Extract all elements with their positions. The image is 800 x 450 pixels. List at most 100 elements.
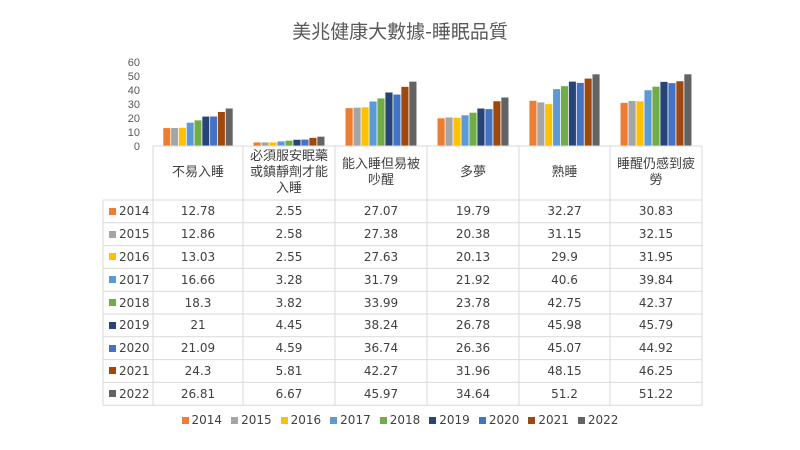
bar-2017 bbox=[461, 115, 469, 146]
row-label: 2015 bbox=[103, 223, 153, 246]
y-tick-label: 30 bbox=[128, 99, 140, 111]
row-label-text: 2014 bbox=[119, 204, 150, 219]
chart-title: 美兆健康大數據-睡眠品質 bbox=[292, 21, 508, 43]
bar-2014 bbox=[163, 128, 171, 146]
y-tick-label: 0 bbox=[134, 141, 140, 153]
category-header-line: 不易入睡 bbox=[171, 165, 224, 180]
legend-swatch bbox=[231, 416, 239, 424]
table-value: 51.2 bbox=[551, 386, 578, 401]
legend-item: 2022 bbox=[577, 413, 619, 427]
category-header: 不易入睡 bbox=[153, 146, 243, 200]
bar-2016 bbox=[453, 117, 461, 146]
table-value: 18.3 bbox=[184, 295, 212, 310]
legend-label: 2019 bbox=[439, 413, 470, 427]
bar-2015 bbox=[353, 107, 361, 146]
bar-2016 bbox=[269, 142, 277, 146]
table-value: 45.97 bbox=[363, 386, 399, 401]
legend-label: 2017 bbox=[340, 413, 371, 427]
table-value: 31.95 bbox=[638, 249, 674, 264]
bar-2014 bbox=[529, 100, 537, 146]
legend-item: 2021 bbox=[528, 413, 569, 427]
bar-2016 bbox=[178, 127, 186, 146]
table-value: 6.67 bbox=[275, 386, 303, 401]
legend-label: 2015 bbox=[241, 413, 272, 427]
table-value: 21.92 bbox=[455, 272, 491, 287]
table-value: 40.6 bbox=[551, 272, 578, 287]
bar-2018 bbox=[469, 112, 477, 146]
legend-label: 2022 bbox=[587, 413, 619, 427]
category-header-line: 必須服安眠藥 bbox=[249, 149, 328, 164]
series-swatch bbox=[109, 207, 116, 215]
category-header-line: 熟睡 bbox=[551, 165, 578, 180]
legend: 2014 2015 2016 2017 2018 2019 2020 2021 2022 bbox=[0, 413, 800, 427]
category-header-line: 勞 bbox=[649, 173, 663, 188]
row-label: 2014 bbox=[103, 200, 153, 223]
table-value: 3.28 bbox=[275, 272, 303, 287]
legend-label: 2021 bbox=[538, 413, 569, 427]
legend-item: 2019 bbox=[429, 413, 470, 427]
bar-2020 bbox=[210, 116, 218, 146]
bar-2019 bbox=[385, 92, 393, 146]
category-header-line: 多夢 bbox=[459, 165, 486, 180]
table-value: 26.36 bbox=[455, 341, 491, 356]
table-value: 29.9 bbox=[551, 249, 578, 264]
table-value: 42.37 bbox=[638, 295, 674, 310]
row-label: 2022 bbox=[103, 382, 153, 405]
bar-2022 bbox=[592, 74, 600, 146]
bar-2014 bbox=[620, 102, 628, 146]
table-value: 2.55 bbox=[275, 249, 303, 264]
table-value: 19.79 bbox=[455, 204, 491, 219]
bar-2017 bbox=[553, 89, 561, 146]
table-value: 27.38 bbox=[363, 227, 399, 242]
table-value: 31.15 bbox=[547, 227, 582, 242]
table-value: 4.59 bbox=[275, 341, 303, 356]
table-value: 46.25 bbox=[638, 363, 674, 378]
table-value: 32.15 bbox=[638, 227, 674, 242]
legend-item: 2015 bbox=[231, 413, 272, 427]
row-label: 2021 bbox=[103, 360, 153, 383]
bar-2021 bbox=[676, 81, 684, 146]
table-value: 4.45 bbox=[275, 318, 303, 333]
bar-2018 bbox=[194, 120, 202, 146]
bar-2021 bbox=[401, 86, 409, 146]
table-value: 13.03 bbox=[180, 249, 216, 264]
series-swatch bbox=[109, 276, 116, 284]
table-value: 31.79 bbox=[363, 272, 399, 287]
table-value: 27.63 bbox=[363, 249, 399, 264]
series-swatch bbox=[109, 299, 116, 307]
row-label-text: 2018 bbox=[119, 295, 150, 310]
category-header: 睡醒仍感到疲勞 bbox=[610, 146, 702, 200]
bar-2020 bbox=[668, 83, 676, 146]
bar-2017 bbox=[186, 122, 194, 146]
table-value: 38.24 bbox=[363, 318, 399, 333]
bar-2019 bbox=[568, 81, 576, 146]
row-label-text: 2020 bbox=[119, 341, 150, 356]
table-value: 12.78 bbox=[180, 204, 216, 219]
bar-2015 bbox=[171, 127, 179, 146]
legend-item: 2016 bbox=[280, 413, 322, 427]
legend-label: 2020 bbox=[488, 413, 520, 427]
table-value: 30.83 bbox=[638, 204, 674, 219]
series-swatch bbox=[109, 367, 116, 375]
table-value: 42.75 bbox=[547, 295, 582, 310]
table-value: 2.58 bbox=[275, 227, 303, 242]
bar-2017 bbox=[277, 141, 285, 146]
series-swatch bbox=[109, 344, 116, 352]
bar-2020 bbox=[485, 109, 493, 146]
table-value: 20.38 bbox=[455, 227, 491, 242]
legend-swatch bbox=[280, 416, 288, 424]
table-value: 45.98 bbox=[547, 318, 582, 333]
table-value: 20.13 bbox=[455, 249, 491, 264]
bar-2015 bbox=[445, 117, 453, 146]
legend-swatch bbox=[528, 416, 536, 424]
legend-label: 2016 bbox=[290, 413, 322, 427]
y-tick-label: 20 bbox=[128, 113, 140, 125]
bar-2016 bbox=[636, 101, 644, 146]
bar-2022 bbox=[501, 97, 509, 146]
bar-2014 bbox=[253, 142, 261, 146]
y-tick-label: 50 bbox=[128, 71, 140, 83]
table-value: 21.09 bbox=[180, 341, 216, 356]
series-swatch bbox=[109, 230, 116, 238]
row-label-text: 2017 bbox=[119, 272, 150, 287]
bar-2019 bbox=[477, 108, 485, 146]
